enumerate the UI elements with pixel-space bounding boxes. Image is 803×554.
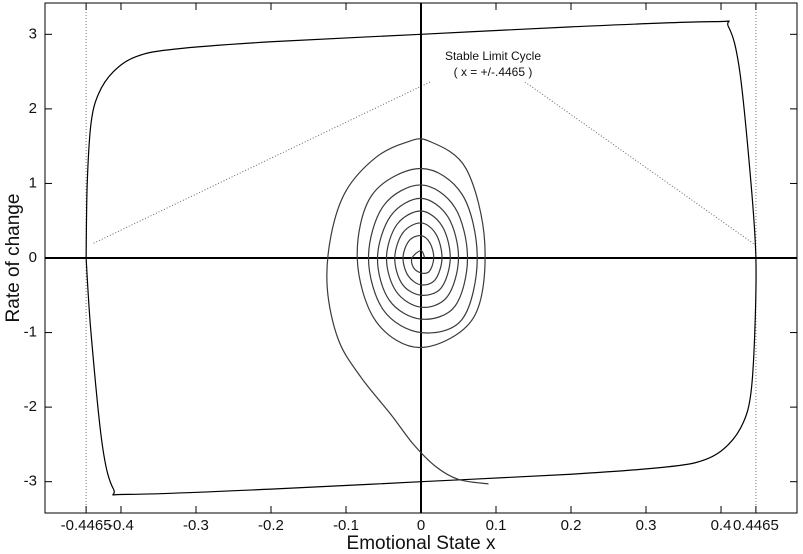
y-tick-label: -3: [24, 473, 37, 490]
x-tick-label: 0.4: [711, 517, 732, 534]
x-tick-label: -0.2: [258, 517, 284, 534]
y-tick-label: -2: [24, 398, 37, 415]
y-tick-label: 1: [29, 174, 37, 191]
x-tick-label: 0.4465: [733, 517, 779, 534]
x-tick-label: -0.4465: [61, 517, 112, 534]
y-tick-label: -1: [24, 324, 37, 341]
y-tick-label: 0: [29, 249, 37, 266]
x-tick-label: -0.1: [333, 517, 359, 534]
curve: [85, 20, 757, 496]
y-tick-label: 2: [29, 100, 37, 117]
x-tick-label: 0.3: [636, 517, 657, 534]
annotation-pointer: [91, 81, 431, 245]
y-tick-label: 3: [29, 25, 37, 42]
y-axis-label: Rate of change: [3, 194, 24, 323]
x-tick-label: -0.3: [183, 517, 209, 534]
curve: [326, 138, 489, 485]
annotation: ( x = +/-.4465 ): [454, 65, 533, 79]
x-tick-label: -0.4: [108, 517, 134, 534]
x-tick-label: 0: [417, 517, 425, 534]
annotation-background: [436, 48, 550, 82]
x-tick-label: 0.2: [561, 517, 582, 534]
annotation: Stable Limit Cycle: [445, 49, 541, 63]
x-axis-label: Emotional State x: [347, 533, 496, 554]
x-tick-label: 0.1: [486, 517, 507, 534]
annotation-pointer: [524, 81, 755, 245]
